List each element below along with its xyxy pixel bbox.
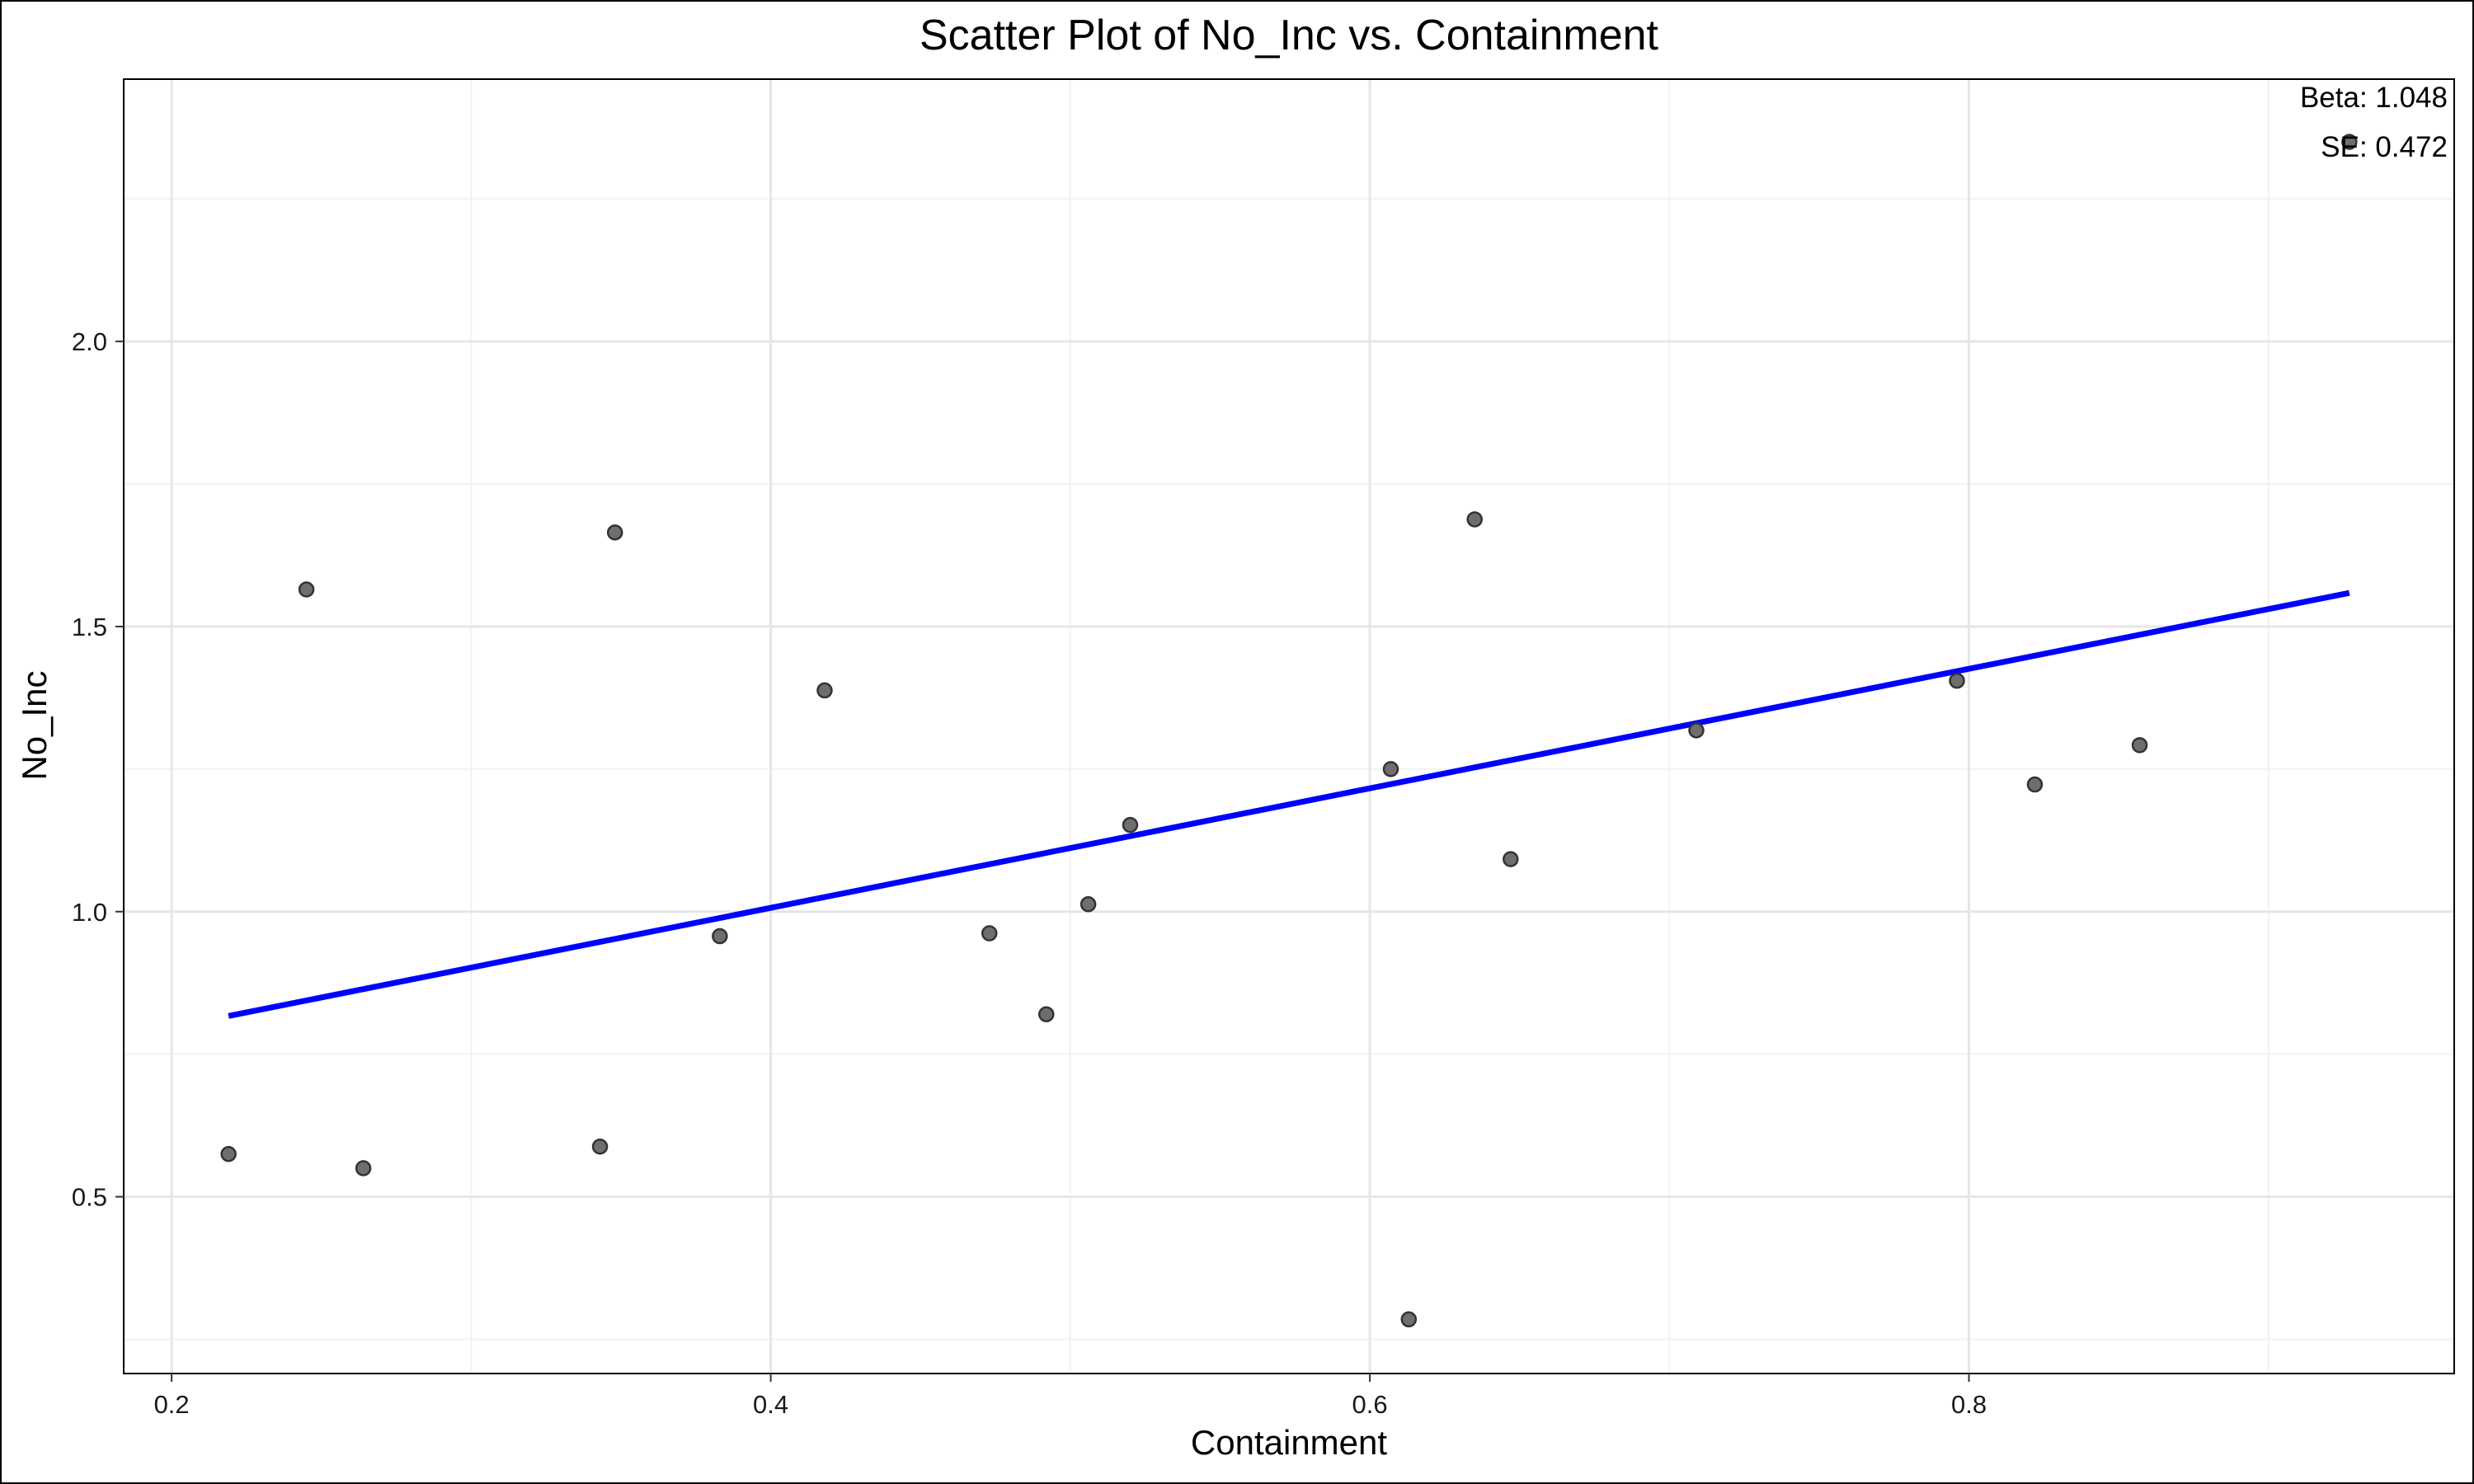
minor-grid — [124, 79, 2454, 1374]
data-point — [220, 1145, 237, 1162]
data-point — [712, 928, 728, 945]
data-point — [2341, 134, 2358, 150]
data-point — [1400, 1311, 1418, 1328]
x-tick-label: 0.4 — [753, 1390, 788, 1419]
data-point — [606, 524, 623, 541]
y-tick-label: 1.0 — [72, 898, 107, 927]
data-point — [1466, 511, 1483, 528]
data-point — [591, 1138, 609, 1155]
data-point — [1382, 761, 1399, 777]
data-point — [298, 581, 315, 598]
data-point — [1038, 1006, 1055, 1023]
y-axis-ticks: 0.5 1.0 1.5 2.0 — [72, 327, 124, 1212]
data-point — [355, 1160, 372, 1176]
data-point — [1079, 896, 1097, 913]
chart-title: Scatter Plot of No_Inc vs. Containment — [920, 12, 1659, 59]
y-axis-title: No_Inc — [15, 670, 54, 780]
se-annotation: SE: 0.472 — [2321, 131, 2448, 163]
regression-line — [228, 589, 2350, 1019]
y-tick-label: 2.0 — [72, 327, 107, 356]
x-tick-label: 0.2 — [154, 1390, 190, 1419]
data-point — [2131, 737, 2148, 754]
data-point — [816, 682, 833, 699]
y-tick-label: 0.5 — [72, 1183, 107, 1212]
major-grid — [124, 79, 2454, 1374]
beta-annotation: Beta: 1.048 — [2300, 82, 2448, 114]
data-point — [1688, 722, 1705, 739]
x-axis-ticks: 0.2 0.4 0.6 0.8 — [154, 1374, 1987, 1419]
data-point — [981, 925, 998, 942]
plot-panel — [123, 78, 2455, 1374]
data-point — [1122, 816, 1139, 834]
data-point — [1503, 851, 1519, 867]
data-point — [1949, 672, 1965, 689]
x-tick-label: 0.8 — [1951, 1390, 1987, 1419]
y-tick-label: 1.5 — [72, 613, 107, 641]
x-axis-title: Containment — [1191, 1423, 1387, 1462]
x-tick-label: 0.6 — [1352, 1390, 1388, 1419]
data-point — [2026, 776, 2044, 793]
data-points — [220, 134, 2358, 1328]
